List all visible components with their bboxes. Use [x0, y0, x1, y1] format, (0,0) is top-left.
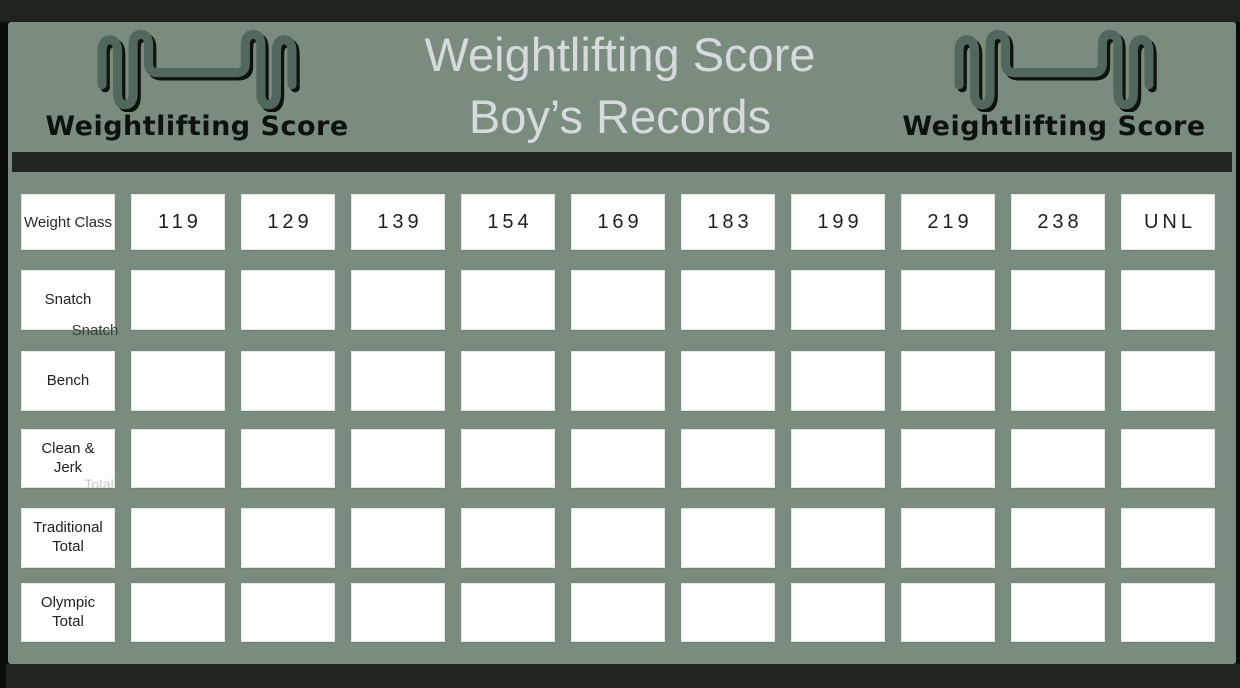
column-header-154: 154 [461, 194, 555, 250]
score-cell-snatch-154[interactable] [461, 270, 555, 330]
score-cell-cleanjerk-unl[interactable] [1121, 429, 1215, 488]
logo-wordmark: Weightlifting Score [902, 111, 1206, 142]
page-title: Weightlifting Score Boy’s Records [300, 24, 940, 148]
score-cell-bench-139[interactable] [351, 351, 445, 411]
column-header-119: 119 [131, 194, 225, 250]
row-label-olympic-total: Olympic Total [21, 583, 115, 642]
score-cell-snatch-199[interactable] [791, 270, 885, 330]
score-cell-tradtotal-unl[interactable] [1121, 508, 1215, 568]
score-cell-olytotal-219[interactable] [901, 583, 995, 642]
score-cell-bench-unl[interactable] [1121, 351, 1215, 411]
score-cell-olytotal-139[interactable] [351, 583, 445, 642]
column-header-169: 169 [571, 194, 665, 250]
score-cell-tradtotal-139[interactable] [351, 508, 445, 568]
row-traditional-total: Traditional Total [21, 508, 1215, 568]
column-header-129: 129 [241, 194, 335, 250]
score-cell-olytotal-199[interactable] [791, 583, 885, 642]
score-cell-snatch-129[interactable] [241, 270, 335, 330]
title-line-1: Weightlifting Score [424, 28, 816, 81]
score-cell-cleanjerk-119[interactable] [131, 429, 225, 488]
row-snatch: Snatch [21, 270, 1215, 330]
score-cell-olytotal-119[interactable] [131, 583, 225, 642]
score-cell-tradtotal-129[interactable] [241, 508, 335, 568]
score-cell-bench-199[interactable] [791, 351, 885, 411]
barbell-icon [894, 28, 1214, 112]
score-cell-bench-129[interactable] [241, 351, 335, 411]
ghost-total-text: Total [84, 477, 114, 488]
header-row: Weight Class 119 129 139 154 169 183 199… [21, 194, 1215, 250]
logo-right: Weightlifting Score [894, 28, 1214, 142]
ghost-snatch-text: Snatch [71, 323, 119, 336]
column-header-238: 238 [1011, 194, 1105, 250]
row-label-bench: Bench [21, 351, 115, 411]
score-cell-snatch-139[interactable] [351, 270, 445, 330]
row-label-snatch: Snatch [21, 270, 115, 330]
score-cell-cleanjerk-154[interactable] [461, 429, 555, 488]
score-cell-tradtotal-183[interactable] [681, 508, 775, 568]
score-cell-bench-183[interactable] [681, 351, 775, 411]
score-cell-snatch-119[interactable] [131, 270, 225, 330]
top-frame-bar [0, 0, 1240, 22]
score-cell-snatch-unl[interactable] [1121, 270, 1215, 330]
score-cell-bench-238[interactable] [1011, 351, 1105, 411]
score-cell-cleanjerk-169[interactable] [571, 429, 665, 488]
score-cell-olytotal-154[interactable] [461, 583, 555, 642]
score-cell-snatch-219[interactable] [901, 270, 995, 330]
score-cell-cleanjerk-139[interactable] [351, 429, 445, 488]
score-cell-tradtotal-119[interactable] [131, 508, 225, 568]
score-cell-cleanjerk-219[interactable] [901, 429, 995, 488]
score-cell-olytotal-unl[interactable] [1121, 583, 1215, 642]
divider-bar [12, 152, 1232, 172]
score-cell-cleanjerk-129[interactable] [241, 429, 335, 488]
column-header-199: 199 [791, 194, 885, 250]
title-line-2: Boy’s Records [468, 90, 772, 143]
row-bench: Bench [21, 351, 1215, 411]
score-cell-tradtotal-219[interactable] [901, 508, 995, 568]
column-header-unl: UNL [1121, 194, 1215, 250]
score-cell-tradtotal-169[interactable] [571, 508, 665, 568]
score-cell-olytotal-129[interactable] [241, 583, 335, 642]
column-header-219: 219 [901, 194, 995, 250]
score-cell-snatch-169[interactable] [571, 270, 665, 330]
score-cell-olytotal-238[interactable] [1011, 583, 1105, 642]
barbell-icon [37, 28, 357, 112]
score-cell-snatch-238[interactable] [1011, 270, 1105, 330]
logo-wordmark: Weightlifting Score [45, 111, 349, 142]
score-cell-bench-169[interactable] [571, 351, 665, 411]
weight-class-header-cell: Weight Class [21, 194, 115, 250]
score-cell-bench-154[interactable] [461, 351, 555, 411]
row-label-traditional-total: Traditional Total [21, 508, 115, 568]
score-cell-bench-219[interactable] [901, 351, 995, 411]
score-cell-tradtotal-199[interactable] [791, 508, 885, 568]
column-header-183: 183 [681, 194, 775, 250]
score-cell-olytotal-169[interactable] [571, 583, 665, 642]
logo-left: Weightlifting Score [37, 28, 357, 142]
column-header-139: 139 [351, 194, 445, 250]
row-clean-jerk: Clean & Jerk [21, 429, 1215, 488]
bottom-frame-bar [6, 664, 1240, 688]
row-olympic-total: Olympic Total [21, 583, 1215, 642]
score-cell-cleanjerk-183[interactable] [681, 429, 775, 488]
score-cell-tradtotal-154[interactable] [461, 508, 555, 568]
score-cell-cleanjerk-199[interactable] [791, 429, 885, 488]
score-cell-snatch-183[interactable] [681, 270, 775, 330]
score-cell-bench-119[interactable] [131, 351, 225, 411]
score-cell-tradtotal-238[interactable] [1011, 508, 1105, 568]
score-cell-olytotal-183[interactable] [681, 583, 775, 642]
row-label-clean-jerk: Clean & Jerk [21, 429, 115, 488]
score-cell-cleanjerk-238[interactable] [1011, 429, 1105, 488]
